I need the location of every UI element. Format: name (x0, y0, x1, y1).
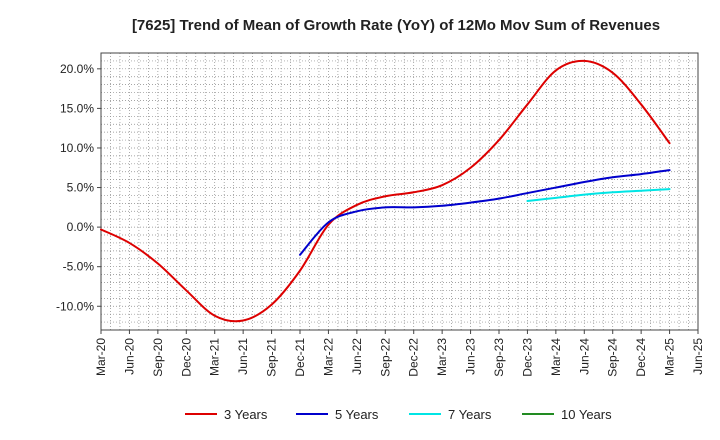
x-tick-label: Mar-25 (663, 338, 677, 376)
x-tick-label: Mar-24 (549, 338, 563, 376)
grid (101, 52, 698, 331)
x-tick-label: Sep-22 (378, 338, 392, 377)
legend: 3 Years 5 Years 7 Years 10 Years (185, 407, 612, 422)
series-lines (100, 59, 671, 323)
y-tick-label: -5.0% (63, 260, 95, 274)
y-tick-label: -10.0% (56, 299, 94, 313)
x-tick-label: Mar-23 (435, 338, 449, 376)
x-tick-label: Mar-21 (208, 338, 222, 376)
y-tick-label: 15.0% (60, 101, 94, 115)
x-tick-label: Sep-23 (492, 338, 506, 377)
x-axis: Mar-20 Jun-20 Sep-20 Dec-20 Mar-21 Jun-21 Sep-… (94, 330, 705, 377)
y-tick-label: 20.0% (60, 62, 94, 76)
x-tick-label: Sep-24 (606, 338, 620, 377)
legend-label-3-years: 3 Years (224, 407, 268, 422)
x-tick-label: Mar-20 (94, 338, 108, 376)
x-tick-label: Sep-20 (151, 338, 165, 377)
x-tick-label: Jun-23 (464, 338, 478, 375)
series-line-5-years (299, 169, 671, 256)
y-tick-label: 5.0% (67, 181, 95, 195)
x-tick-label: Dec-22 (407, 338, 421, 377)
x-tick-label: Mar-22 (321, 338, 335, 376)
x-tick-label: Jun-24 (577, 338, 591, 375)
y-tick-label: 0.0% (67, 220, 95, 234)
x-tick-label: Jun-21 (236, 338, 250, 375)
x-tick-label: Sep-21 (265, 338, 279, 377)
x-tick-label: Dec-21 (293, 338, 307, 377)
chart-title: [7625] Trend of Mean of Growth Rate (YoY… (132, 17, 660, 34)
x-tick-label: Dec-20 (179, 338, 193, 377)
x-tick-label: Jun-20 (122, 338, 136, 375)
x-tick-label: Jun-25 (691, 338, 705, 375)
x-tick-label: Dec-24 (634, 338, 648, 377)
legend-label-5-years: 5 Years (335, 407, 379, 422)
x-tick-label: Jun-22 (350, 338, 364, 375)
y-tick-label: 10.0% (60, 141, 94, 155)
legend-label-10-years: 10 Years (561, 407, 612, 422)
plot-frame (100, 52, 699, 331)
y-axis: 20.0% 15.0% 10.0% 5.0% 0.0% -5.0% -10.0% (56, 62, 101, 313)
legend-label-7-years: 7 Years (448, 407, 492, 422)
series-line-3-years (100, 59, 671, 323)
series-line-7-years (526, 188, 671, 202)
x-tick-label: Dec-23 (520, 338, 534, 377)
